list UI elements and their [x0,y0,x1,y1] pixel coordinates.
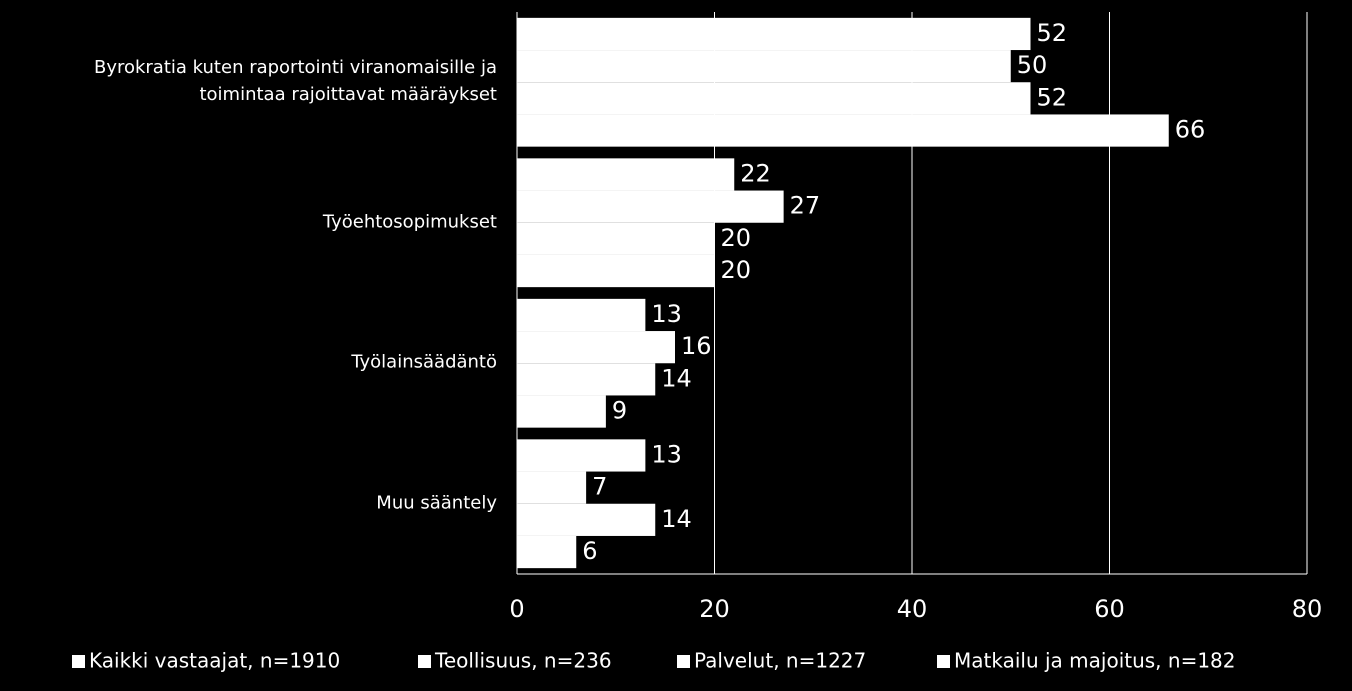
bar [517,298,646,332]
data-label: 13 [651,300,682,328]
data-label: 13 [651,440,682,468]
x-tick-label: 60 [1094,595,1125,623]
legend-label: Matkailu ja majoitus, n=182 [954,649,1236,673]
bar [517,17,1031,51]
data-label: 52 [1037,83,1068,111]
bar [517,190,784,223]
legend-swatch [418,655,431,668]
bar [517,254,715,288]
bar [517,222,715,255]
data-label: 27 [790,192,821,220]
x-tick-label: 20 [699,595,730,623]
data-label: 9 [612,397,627,425]
category-label: Byrokratia kuten raportointi viranomaisi… [93,57,497,106]
data-label: 66 [1175,116,1206,144]
legend-label: Teollisuus, n=236 [434,649,612,673]
data-label: 50 [1017,51,1048,79]
legend-swatch [677,655,690,668]
bar [517,439,646,472]
data-label: 22 [740,159,771,187]
bar [517,114,1169,147]
category-label: Työehtosopimukset [322,211,497,233]
data-label: 6 [582,537,597,565]
legend-swatch [72,655,85,668]
x-tick-label: 40 [897,595,928,623]
category-label: Työlainsäädäntö [351,351,497,373]
bar [517,471,587,504]
category-label: Muu sääntely [376,492,497,514]
data-label: 20 [721,256,752,284]
data-label: 16 [681,332,712,360]
legend-swatch [937,655,950,668]
bar [517,158,735,191]
legend-label: Kaikki vastaajat, n=1910 [89,649,340,673]
data-label: 14 [661,505,692,533]
x-tick-label: 80 [1292,595,1323,623]
bar [517,82,1031,115]
bar [517,395,606,428]
bar [517,331,675,364]
bar [517,363,656,396]
data-label: 14 [661,364,692,392]
bar [517,535,577,569]
legend-label: Palvelut, n=1227 [694,649,866,673]
data-label: 52 [1037,19,1068,47]
data-label: 7 [592,473,607,501]
x-tick-label: 0 [509,595,524,623]
bar [517,503,656,536]
bar [517,50,1011,83]
data-label: 20 [721,224,752,252]
